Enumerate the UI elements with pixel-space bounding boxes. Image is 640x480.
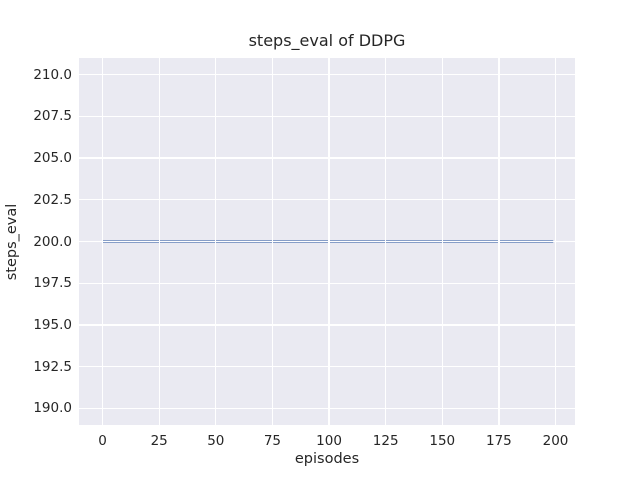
y-tick-label: 190.0 xyxy=(33,400,72,417)
gridline xyxy=(79,240,575,243)
gridline xyxy=(79,74,575,76)
x-tick-label: 125 xyxy=(372,433,399,449)
x-tick-label: 175 xyxy=(486,433,512,449)
gridline xyxy=(79,407,575,409)
y-tick-label: 202.5 xyxy=(33,191,72,208)
x-tick-label: 100 xyxy=(316,433,342,449)
y-tick-label: 197.5 xyxy=(33,275,72,292)
y-tick-label: 200.0 xyxy=(33,233,72,250)
x-tick-label: 0 xyxy=(98,433,107,449)
gridline xyxy=(79,115,575,118)
x-axis-label: episodes xyxy=(294,451,360,467)
x-tick-label: 75 xyxy=(263,433,281,449)
x-tick-label: 150 xyxy=(429,433,456,449)
y-tick-label: 205.0 xyxy=(33,150,72,167)
y-tick-label: 195.0 xyxy=(33,316,72,333)
chart-title: steps_eval of DDPG xyxy=(248,31,406,50)
gridline xyxy=(79,157,575,159)
plot-area xyxy=(79,58,575,425)
y-tick-label: 207.5 xyxy=(33,108,72,125)
gridline xyxy=(79,199,575,201)
x-tick-label: 50 xyxy=(207,433,225,449)
y-tick-label: 210.0 xyxy=(33,66,72,83)
y-tick-label: 192.5 xyxy=(33,358,72,375)
gridline xyxy=(79,282,575,284)
gridline xyxy=(79,324,575,326)
gridline xyxy=(79,365,575,368)
x-tick-label: 25 xyxy=(150,433,168,449)
x-tick-label: 200 xyxy=(542,433,569,449)
